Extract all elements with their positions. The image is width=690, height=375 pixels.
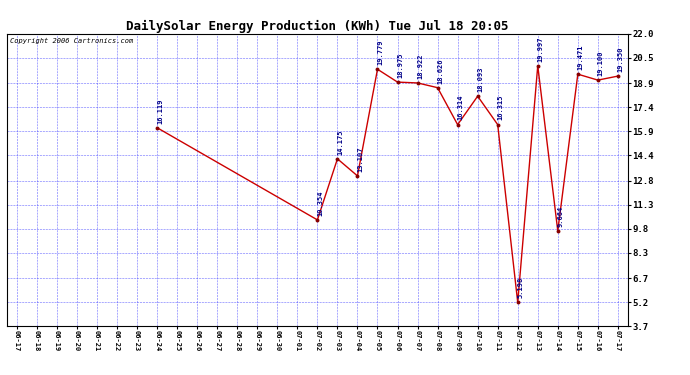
Text: 13.107: 13.107: [357, 146, 363, 172]
Text: 5.198: 5.198: [518, 277, 524, 298]
Text: 18.626: 18.626: [437, 58, 444, 84]
Text: 16.315: 16.315: [497, 95, 504, 120]
Text: 19.779: 19.779: [377, 40, 383, 65]
Text: 9.664: 9.664: [558, 206, 564, 227]
Text: 10.354: 10.354: [317, 190, 323, 216]
Text: 14.175: 14.175: [337, 129, 343, 154]
Text: 18.975: 18.975: [397, 53, 404, 78]
Text: Copyright 2006 Cartronics.com: Copyright 2006 Cartronics.com: [10, 38, 133, 44]
Text: 18.093: 18.093: [477, 66, 484, 92]
Text: 19.350: 19.350: [618, 46, 624, 72]
Text: 19.997: 19.997: [538, 36, 544, 62]
Text: 16.314: 16.314: [457, 95, 464, 120]
Text: 16.119: 16.119: [157, 98, 163, 124]
Text: 19.100: 19.100: [598, 50, 604, 76]
Title: DailySolar Energy Production (KWh) Tue Jul 18 20:05: DailySolar Energy Production (KWh) Tue J…: [126, 20, 509, 33]
Text: 18.922: 18.922: [417, 53, 424, 79]
Text: 19.471: 19.471: [578, 45, 584, 70]
